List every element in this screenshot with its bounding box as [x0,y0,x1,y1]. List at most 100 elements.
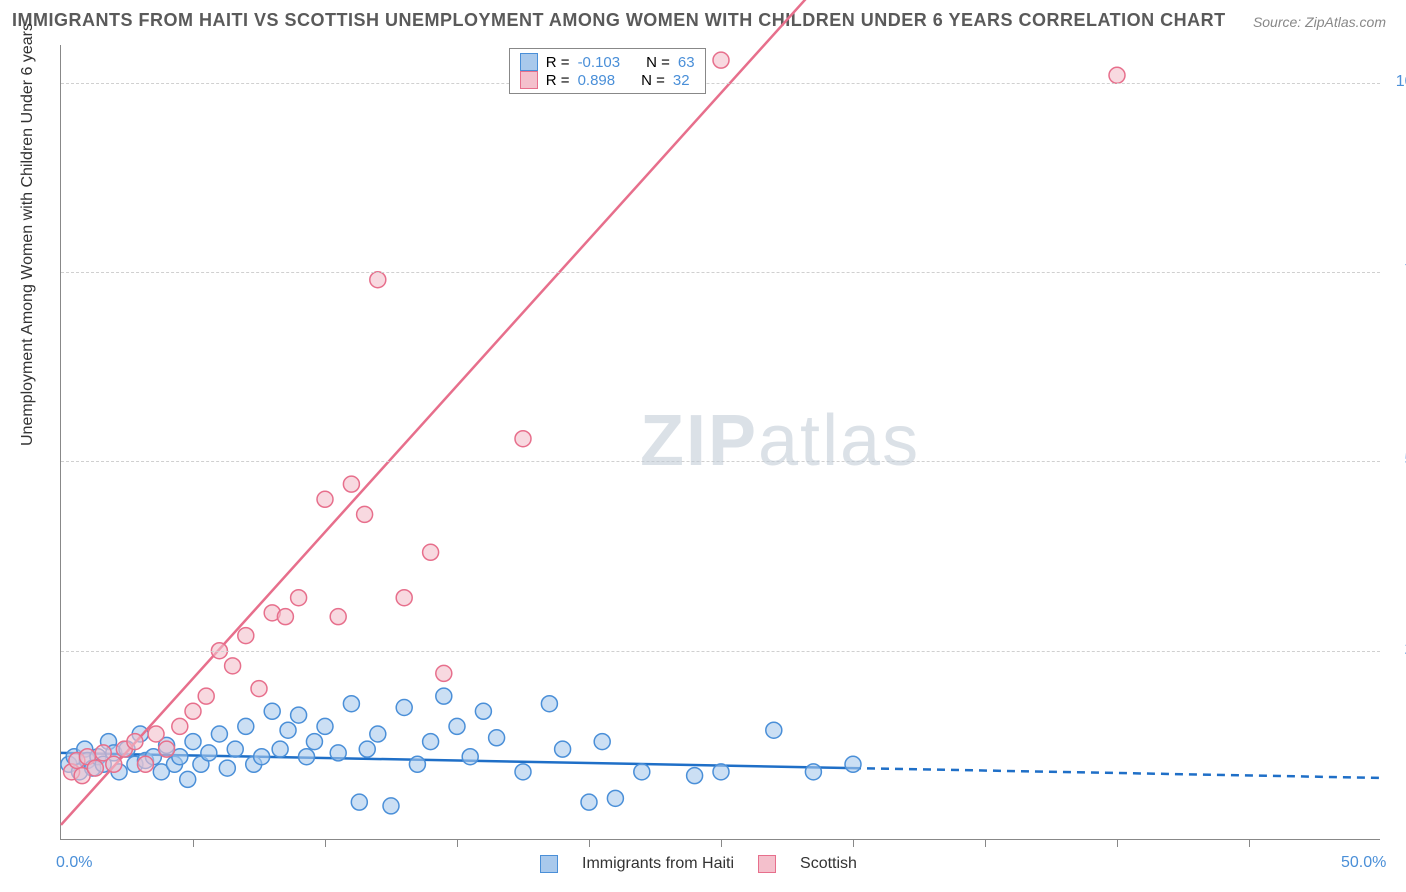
data-point [280,722,296,738]
gridline [61,272,1380,273]
data-point [299,749,315,765]
data-point [423,734,439,750]
data-point [581,794,597,810]
data-point [172,718,188,734]
data-point [436,665,452,681]
data-point [370,726,386,742]
data-point [607,790,623,806]
data-point [555,741,571,757]
x-tick [457,839,458,847]
x-tick [193,839,194,847]
x-tick [1249,839,1250,847]
data-point [137,756,153,772]
data-point [185,734,201,750]
data-point [489,730,505,746]
legend-swatch-haiti [540,855,558,873]
data-point [634,764,650,780]
legend-n-value: 63 [678,54,695,71]
data-point [594,734,610,750]
gridline [61,83,1380,84]
data-point [291,707,307,723]
data-point [225,658,241,674]
data-point [343,696,359,712]
data-point [357,506,373,522]
data-point [541,696,557,712]
x-tick [1117,839,1118,847]
legend-n-label: N = [641,72,665,89]
data-point [462,749,478,765]
legend-stats: R =-0.103N =63R =0.898N =32 [509,48,706,94]
data-point [766,722,782,738]
legend-swatch [520,71,538,89]
data-point [127,734,143,750]
data-point [343,476,359,492]
legend-bottom: Immigrants from Haiti Scottish [540,855,857,873]
gridline [61,461,1380,462]
legend-stats-row: R = -0.103 N = 63 [520,53,695,71]
legend-swatch-scottish [758,855,776,873]
data-point [449,718,465,734]
legend-label-haiti: Immigrants from Haiti [582,855,734,873]
legend-r-label: R = [546,54,570,71]
x-tick-label: 50.0% [1341,854,1386,872]
x-tick [985,839,986,847]
legend-label-scottish: Scottish [800,855,857,873]
data-point [330,745,346,761]
source-label: Source: ZipAtlas.com [1253,14,1386,30]
data-point [383,798,399,814]
trend-line [61,0,853,825]
data-point [515,764,531,780]
data-point [264,703,280,719]
data-point [201,745,217,761]
data-point [159,741,175,757]
y-tick-label: 100.0% [1396,73,1406,91]
data-point [475,703,491,719]
legend-r-label: R = [546,72,570,89]
data-point [359,741,375,757]
data-point [148,726,164,742]
plot-area: 25.0%50.0%75.0%100.0%0.0%50.0% [60,45,1380,840]
data-point [351,794,367,810]
data-point [515,431,531,447]
data-point [291,590,307,606]
data-point [687,768,703,784]
data-point [211,726,227,742]
data-point [219,760,235,776]
data-point [272,741,288,757]
data-point [423,544,439,560]
data-point [409,756,425,772]
data-point [436,688,452,704]
gridline [61,651,1380,652]
data-point [306,734,322,750]
x-tick [721,839,722,847]
data-point [277,609,293,625]
data-point [87,760,103,776]
legend-stats-row: R =0.898N =32 [520,71,695,89]
legend-n-label: N = [646,54,670,71]
data-point [106,756,122,772]
data-point [251,681,267,697]
data-point [254,749,270,765]
x-tick-label: 0.0% [56,854,92,872]
data-point [396,700,412,716]
data-point [713,52,729,68]
data-point [238,628,254,644]
data-point [180,771,196,787]
legend-n-value: 32 [673,72,690,89]
x-tick [589,839,590,847]
data-point [227,741,243,757]
x-tick [853,839,854,847]
data-point [713,764,729,780]
chart-title: IMMIGRANTS FROM HAITI VS SCOTTISH UNEMPL… [12,10,1226,31]
x-tick [325,839,326,847]
data-point [396,590,412,606]
legend-r-value: -0.103 [578,54,621,71]
trend-line-dashed [853,768,1381,778]
data-point [198,688,214,704]
data-point [238,718,254,734]
data-point [805,764,821,780]
chart-svg [61,45,1380,839]
data-point [317,491,333,507]
data-point [845,756,861,772]
data-point [370,272,386,288]
